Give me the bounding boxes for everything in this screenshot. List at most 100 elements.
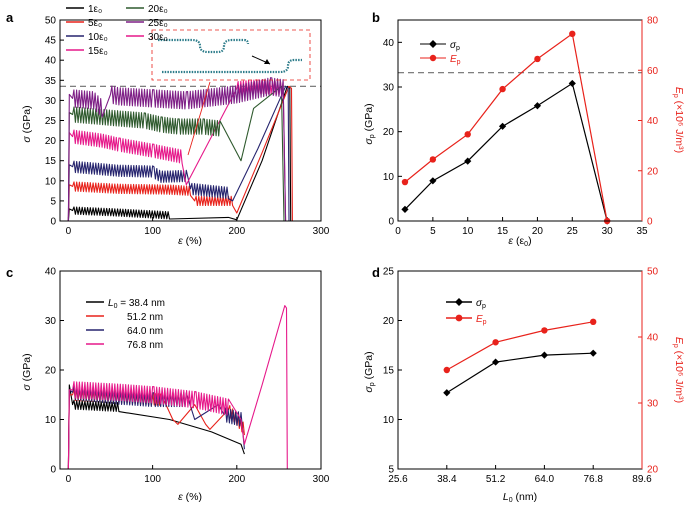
y-tick-label: 15 <box>383 366 395 377</box>
panel-c-y-axis-label: σ (GPa) <box>21 353 33 390</box>
y-tick-label: 5 <box>388 465 394 476</box>
y-tick-label: 0 <box>50 465 56 476</box>
y-tick-label: 0 <box>50 217 56 228</box>
y-tick-label: 20 <box>383 316 395 327</box>
panel-d-frame <box>397 270 643 470</box>
legend-d-marker-E <box>455 314 463 322</box>
panel-c-x-axis-label: ε (%) <box>178 491 202 503</box>
panel-a-series <box>67 77 293 222</box>
y-tick-label: 35 <box>45 76 57 87</box>
y-tick-label: 10 <box>45 176 57 187</box>
y-tick-label: 40 <box>45 56 57 67</box>
y-tick-label: 10 <box>383 415 395 426</box>
panel-a-legend: 1ε₀ 5ε₀ 10ε₀ 15ε₀ 20ε₀ 25ε₀ 30ε₀ <box>66 4 168 57</box>
x-tick-label: 0 <box>66 226 72 237</box>
series-line <box>67 384 245 470</box>
panel-c-y-ticks: 0 10 20 30 40 <box>45 267 64 476</box>
data-point-circle <box>541 327 548 334</box>
panel-b-x-axis-label: ε (ε0) <box>508 235 531 248</box>
x-tick-label: 89.6 <box>632 474 652 485</box>
y-tick-label: 45 <box>45 36 57 47</box>
data-point-circle <box>429 156 437 163</box>
inset-pointer-line <box>187 81 211 156</box>
legend-a-label-7: 30ε₀ <box>148 32 168 43</box>
legend-c-label-4: 76.8 nm <box>127 340 163 351</box>
panel-d-label: d <box>372 265 380 280</box>
legend-c-label-1: L0 = 38.4 nm <box>108 298 165 310</box>
data-point-diamond <box>568 79 576 88</box>
series-line <box>67 85 292 222</box>
panel-d-legend: σp Ep <box>446 298 487 326</box>
data-point-diamond <box>533 102 542 110</box>
legend-b-marker-E <box>429 54 437 62</box>
x-tick-label: 5 <box>430 226 436 237</box>
panel-c-x-ticks: 0 100 200 300 <box>66 465 330 485</box>
inset-arrow-head <box>264 59 270 64</box>
y2-tick-label: 80 <box>647 16 659 27</box>
y-tick-label: 25 <box>45 116 57 127</box>
legend-d-label-E: Ep <box>476 314 487 326</box>
panel-d-x-ticks: 25.6 38.4 51.2 64.0 76.8 89.6 <box>388 465 652 485</box>
x-tick-label: 300 <box>313 226 330 237</box>
panel-a-x-axis-label: ε (%) <box>178 235 202 247</box>
inset-coiled-chain <box>158 38 250 54</box>
y2-tick-label: 30 <box>647 399 659 410</box>
legend-a-label-5: 20ε₀ <box>148 4 168 15</box>
y2-tick-label: 60 <box>647 66 659 77</box>
legend-a-label-4: 15ε₀ <box>88 46 108 57</box>
series-line <box>446 321 594 371</box>
panel-b: 0 10 20 30 40 0 20 40 60 80 0 5 10 15 20 25 30 35 σp Ep… <box>363 16 685 249</box>
y2-tick-label: 40 <box>647 333 659 344</box>
panel-a: 0 5 10 15 20 25 30 35 40 45 50 0 100 200 300 1ε₀ 5ε₀ … <box>21 4 330 247</box>
x-tick-label: 20 <box>532 226 544 237</box>
series-line <box>67 305 288 470</box>
y-tick-label: 20 <box>45 136 57 147</box>
y-tick-label: 30 <box>383 83 395 94</box>
legend-c-label-3: 64.0 nm <box>127 326 163 337</box>
x-tick-label: 76.8 <box>583 474 603 485</box>
panel-d-series <box>443 318 597 397</box>
legend-b-label-sigma: σp <box>450 40 460 52</box>
panel-c-series <box>67 305 288 470</box>
inset-frame <box>151 29 311 81</box>
y-tick-label: 40 <box>45 267 57 278</box>
x-tick-label: 51.2 <box>486 474 506 485</box>
panel-b-y2-ticks: 0 20 40 60 80 <box>638 16 659 228</box>
y-tick-label: 10 <box>45 415 57 426</box>
legend-a-label-3: 10ε₀ <box>88 32 108 43</box>
panel-d-y-ticks: 5 10 15 20 25 <box>383 267 402 476</box>
data-point-circle <box>401 178 409 186</box>
panel-c-frame <box>59 270 322 470</box>
panel-d-y-axis-label: σp (GPa) <box>363 351 376 392</box>
y2-tick-label: 0 <box>647 217 653 228</box>
data-point-diamond <box>443 389 451 397</box>
x-tick-label: 30 <box>602 226 614 237</box>
panel-d-x-axis-label: L0 (nm) <box>503 491 537 504</box>
series-line <box>404 32 608 222</box>
x-tick-label: 200 <box>228 226 245 237</box>
x-tick-label: 0 <box>66 474 72 485</box>
panel-a-inset <box>151 29 311 156</box>
panel-a-y-ticks: 0 5 10 15 20 25 30 35 40 45 50 <box>45 16 64 228</box>
y-tick-label: 25 <box>383 267 395 278</box>
x-tick-label: 300 <box>313 474 330 485</box>
x-tick-label: 100 <box>144 474 161 485</box>
data-point-circle <box>534 55 541 63</box>
y2-tick-label: 50 <box>647 267 659 278</box>
series-line <box>67 85 285 222</box>
panel-d: 5 10 15 20 25 20 30 40 50 25.6 38.4 51.2 64.0 76.8 8… <box>363 267 685 505</box>
y-tick-label: 20 <box>383 127 395 138</box>
data-point-diamond <box>464 157 472 165</box>
x-tick-label: 25.6 <box>388 474 408 485</box>
x-tick-label: 38.4 <box>437 474 457 485</box>
x-tick-label: 0 <box>395 226 401 237</box>
data-point-diamond <box>492 358 500 366</box>
series-line <box>404 82 608 222</box>
y-tick-label: 20 <box>45 366 57 377</box>
series-line <box>67 77 287 222</box>
x-tick-label: 35 <box>636 226 648 237</box>
y2-tick-label: 40 <box>647 116 659 127</box>
legend-a-label-1: 1ε₀ <box>88 4 102 15</box>
y-tick-label: 15 <box>45 156 57 167</box>
